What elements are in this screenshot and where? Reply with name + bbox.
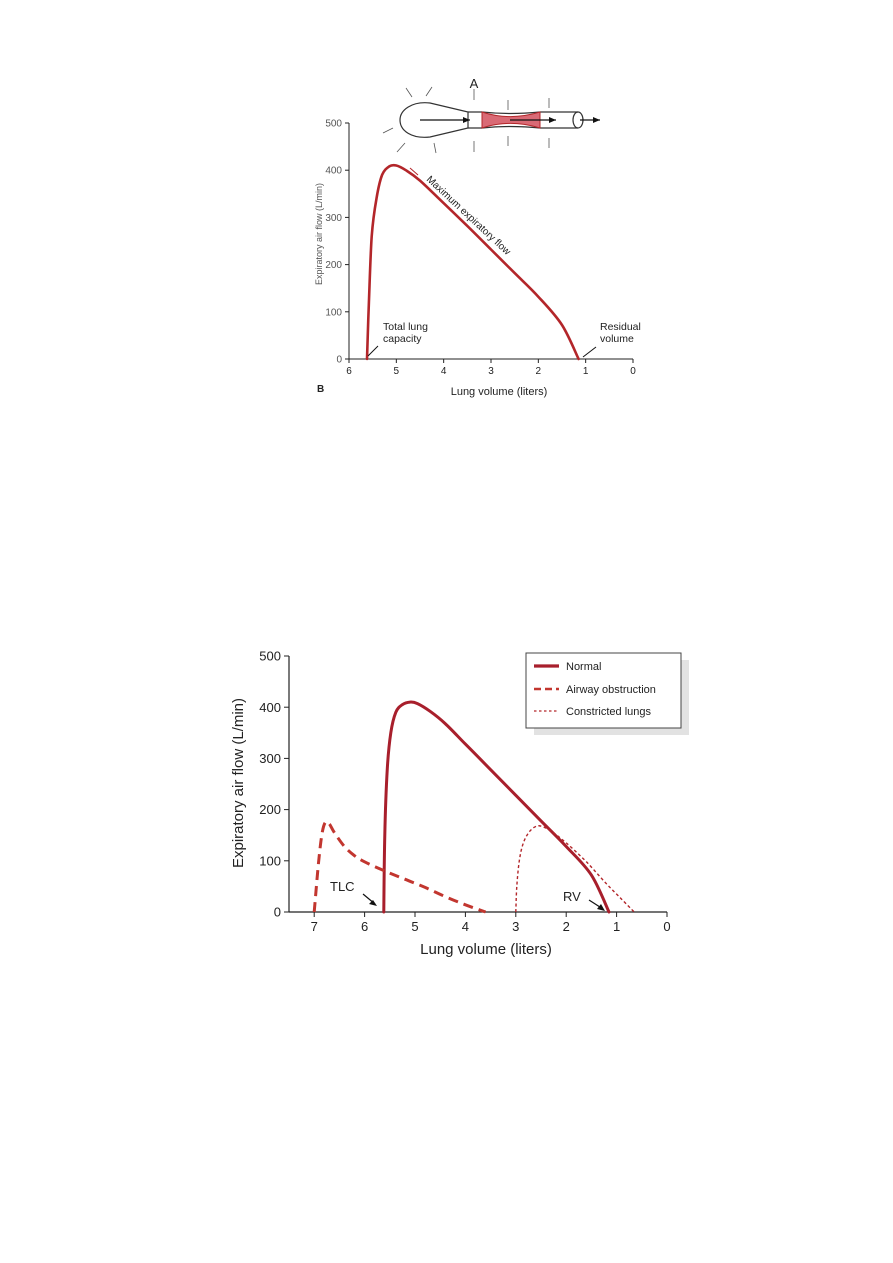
x-tick-label: 5 — [394, 366, 400, 377]
axes-top: 0 100 200 300 400 500 6 5 4 3 2 1 0 — [325, 119, 636, 378]
x-tick-label: 4 — [441, 366, 447, 377]
y-tick-label: 300 — [325, 213, 342, 224]
x-tick-label: 2 — [536, 366, 542, 377]
plot-area-top — [365, 163, 580, 361]
y-tick-label: 400 — [325, 166, 342, 177]
x-tick-label: 1 — [583, 366, 589, 377]
series-line-curve-0 — [365, 163, 580, 361]
tlc-label-line1: Total lung — [383, 321, 428, 333]
x-tick-label: 6 — [346, 366, 352, 377]
x-tick-label: 0 — [630, 366, 636, 377]
y-tick-label: 200 — [325, 260, 342, 271]
panel-label-b: B — [317, 384, 324, 395]
y-axis-label-top: Expiratory air flow (L/min) — [314, 183, 324, 285]
rv-label-line2: volume — [600, 333, 634, 345]
x-tick-label: 3 — [488, 366, 494, 377]
airway-diagram — [382, 86, 600, 154]
curve-annotation-arrow — [409, 167, 419, 176]
rv-label-line1: Residual — [600, 321, 641, 333]
tlc-annotation-top: Total lung capacity — [367, 321, 428, 357]
tlc-label-line2: capacity — [383, 333, 422, 345]
alveolus-shape — [399, 102, 469, 138]
y-tick-label: 0 — [336, 355, 342, 366]
rv-annotation-top: Residual volume — [582, 321, 641, 358]
y-tick-label: 100 — [325, 307, 342, 318]
y-tick-label: 500 — [325, 119, 342, 130]
x-axis-label-top: Lung volume (liters) — [451, 386, 548, 398]
inset-label-a: A — [470, 76, 479, 91]
curve-annotation: Maximum expiratory flow — [424, 174, 513, 258]
